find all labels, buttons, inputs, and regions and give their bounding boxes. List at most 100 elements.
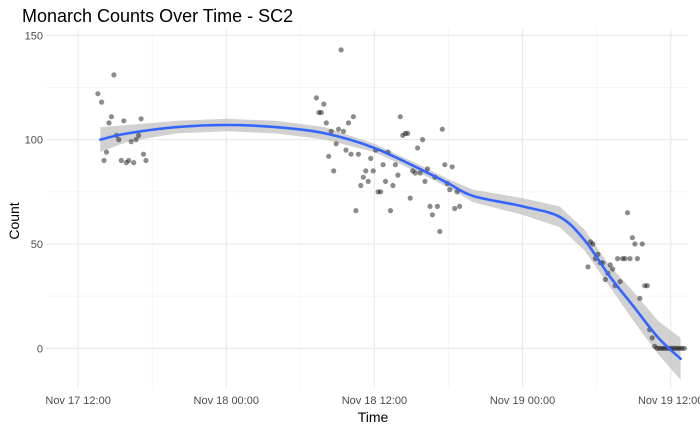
data-point (355, 151, 361, 157)
data-point (333, 141, 339, 147)
data-point (602, 276, 608, 283)
y-tick-label: 0 (37, 343, 43, 355)
data-point (657, 345, 663, 351)
data-point (417, 170, 423, 176)
major-gridlines (46, 29, 688, 388)
data-point (336, 126, 342, 132)
y-tick-labels: 0 50 100 150 (25, 30, 43, 355)
data-point (681, 345, 687, 351)
x-axis-title: Time (358, 409, 389, 425)
data-point (659, 345, 665, 351)
data-point (126, 157, 132, 164)
data-point (101, 157, 107, 164)
data-point (654, 345, 660, 351)
data-point (410, 168, 416, 174)
data-point (634, 256, 641, 262)
data-point (111, 72, 117, 78)
data-point (439, 126, 445, 132)
data-point (427, 203, 433, 209)
data-point (316, 109, 322, 116)
data-point (99, 99, 105, 105)
data-point (353, 208, 359, 214)
data-point (402, 130, 408, 136)
data-point (422, 178, 428, 184)
data-point (331, 168, 337, 174)
data-point (622, 256, 628, 262)
data-point (345, 120, 352, 126)
data-point (128, 139, 134, 145)
y-tick-label: 150 (25, 30, 43, 42)
data-point (118, 157, 124, 164)
data-point (587, 239, 594, 245)
data-point (338, 47, 344, 53)
data-point (382, 178, 389, 184)
data-point (378, 189, 384, 195)
data-point (360, 174, 366, 180)
data-point (380, 162, 386, 168)
data-point (617, 279, 623, 285)
data-point (326, 153, 332, 159)
data-point (407, 195, 413, 201)
data-point (375, 189, 381, 195)
data-point (395, 172, 401, 178)
data-point (328, 128, 334, 134)
data-point (348, 151, 354, 157)
y-axis-title: Count (6, 202, 22, 239)
y-tick-label: 50 (31, 239, 43, 251)
data-point (108, 114, 114, 120)
confidence-ribbon (100, 118, 681, 380)
data-point (624, 210, 631, 216)
data-point (644, 283, 650, 289)
data-point (343, 147, 349, 153)
data-point (370, 168, 376, 174)
data-point (387, 208, 394, 214)
data-point (121, 118, 127, 124)
data-point (452, 205, 458, 212)
data-point (429, 212, 435, 218)
data-point (138, 116, 144, 122)
data-point (610, 266, 616, 272)
data-point (420, 137, 426, 143)
data-point (627, 256, 633, 262)
data-point (106, 120, 112, 126)
data-point (358, 182, 364, 189)
minor-gridlines (46, 29, 688, 388)
data-point (131, 160, 137, 166)
data-point (629, 235, 636, 241)
data-point (449, 164, 455, 170)
data-point (415, 145, 421, 151)
x-tick-label: Nov 19 12:00 (638, 395, 700, 407)
x-tick-label: Nov 17 12:00 (45, 395, 110, 407)
data-point (679, 345, 685, 351)
data-point (321, 101, 327, 107)
data-point (405, 130, 411, 136)
data-point (95, 91, 101, 97)
data-point (116, 137, 122, 143)
data-point (340, 128, 347, 134)
data-point (424, 166, 431, 172)
x-tick-label: Nov 18 00:00 (194, 395, 259, 407)
data-point (674, 345, 680, 351)
chart-title: Monarch Counts Over Time - SC2 (22, 6, 293, 26)
data-point (350, 114, 356, 120)
data-point (133, 137, 139, 143)
data-point (632, 241, 638, 247)
data-point (437, 228, 443, 235)
data-point (323, 120, 329, 126)
data-point (392, 162, 398, 168)
data-point (140, 151, 147, 157)
data-point (123, 160, 129, 166)
y-tick-label: 100 (25, 135, 43, 147)
x-tick-label: Nov 19 00:00 (490, 395, 555, 407)
data-point (365, 178, 371, 184)
data-point (397, 114, 403, 120)
data-point (590, 241, 596, 247)
data-point (607, 262, 613, 268)
data-point (585, 264, 591, 270)
data-point (676, 345, 683, 351)
data-point (368, 155, 374, 161)
data-point (313, 95, 319, 101)
data-point (318, 109, 324, 116)
data-point (400, 132, 406, 138)
